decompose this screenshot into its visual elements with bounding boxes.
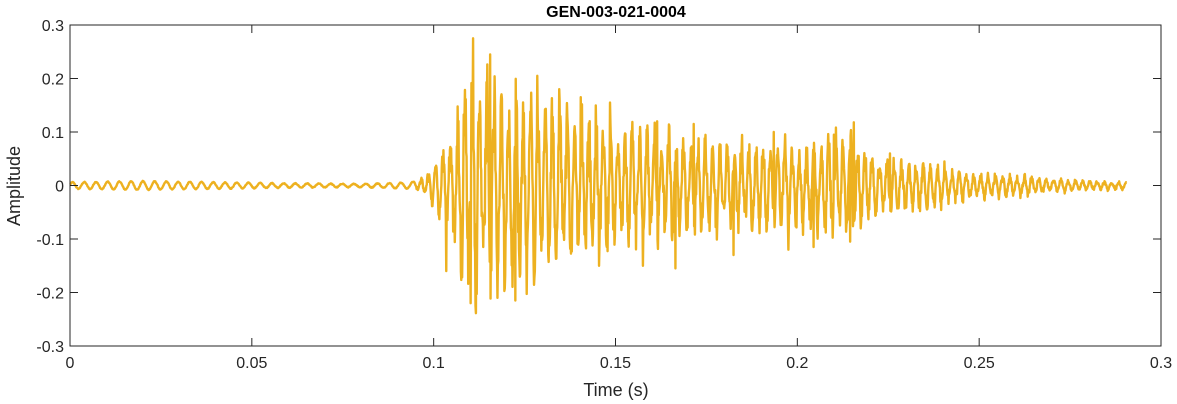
- x-tick-label: 0.25: [964, 355, 995, 372]
- x-tick-label: 0.1: [423, 355, 445, 372]
- x-tick-label: 0.2: [786, 355, 808, 372]
- signal-line: [69, 37, 1128, 315]
- y-tick-label: 0.3: [42, 18, 64, 35]
- x-tick-label: 0: [66, 355, 75, 372]
- x-tick-label: 0.05: [236, 355, 267, 372]
- tick-labels: 0 0.05 0.1 0.15 0.2 0.25 0.3 -0.3 -0.2 -0.1 0 0.1 0.…: [36, 18, 1172, 372]
- x-tick-label: 0.15: [600, 355, 631, 372]
- x-tick-label: 0.3: [1150, 355, 1172, 372]
- y-tick-label: 0: [55, 179, 64, 196]
- y-axis-title: Amplitude: [4, 146, 24, 226]
- x-axis-title: Time (s): [583, 380, 648, 400]
- y-tick-label: -0.2: [36, 286, 64, 303]
- y-tick-label: 0.2: [42, 72, 64, 89]
- y-tick-label: -0.3: [36, 339, 64, 356]
- y-tick-label: 0.1: [42, 125, 64, 142]
- y-tick-label: -0.1: [36, 232, 64, 249]
- chart-title: GEN-003-021-0004: [546, 4, 686, 21]
- ticks: [69, 24, 1162, 347]
- series-layer: [69, 37, 1128, 315]
